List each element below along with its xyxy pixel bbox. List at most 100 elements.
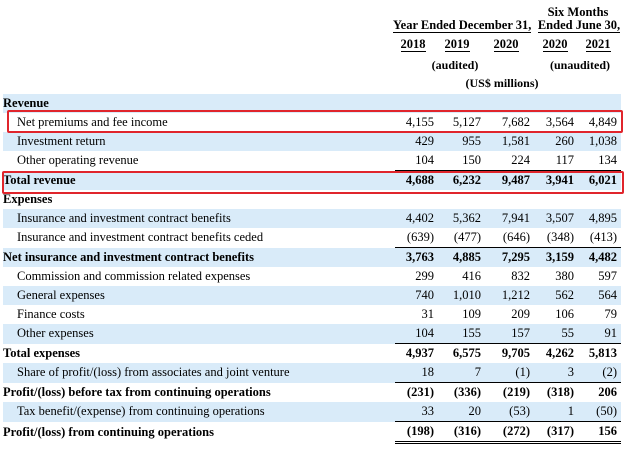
cell: 380 — [533, 267, 577, 286]
cell: (53) — [484, 402, 533, 422]
row-label: Other expenses — [3, 324, 395, 344]
row-label: Total revenue — [3, 170, 395, 190]
cell: (336) — [437, 382, 484, 402]
cell: 597 — [577, 267, 621, 286]
cell: 562 — [533, 286, 577, 305]
row-label: Expenses — [3, 190, 395, 209]
cell: 9,705 — [484, 343, 533, 363]
cell: 4,885 — [437, 247, 484, 267]
row-other-expenses: Other expenses 104 155 157 55 91 — [3, 324, 621, 344]
row-insurance-benefits: Insurance and investment contract benefi… — [3, 209, 621, 228]
cell: 4,262 — [533, 343, 577, 363]
cell: 117 — [533, 151, 577, 171]
row-label: Profit/(loss) from continuing operations — [3, 421, 395, 443]
year-header-2019: 2019 — [444, 37, 470, 52]
row-revenue-heading: Revenue — [3, 94, 621, 113]
row-total-revenue: Total revenue 4,688 6,232 9,487 3,941 6,… — [3, 170, 621, 190]
cell: 3,763 — [395, 247, 437, 267]
income-statement-table: Revenue Net premiums and fee income 4,15… — [3, 94, 621, 444]
row-share-of-profit: Share of profit/(loss) from associates a… — [3, 363, 621, 383]
cell: 1,038 — [577, 132, 621, 151]
year-header-2020-h1: 2020 — [542, 37, 568, 52]
cell: (231) — [395, 382, 437, 402]
cell: 150 — [437, 151, 484, 171]
cell: (639) — [395, 228, 437, 248]
row-insurance-benefits-ceded: Insurance and investment contract benefi… — [3, 228, 621, 248]
cell: 6,021 — [577, 170, 621, 190]
cell: 740 — [395, 286, 437, 305]
cell: 18 — [395, 363, 437, 383]
cell: (413) — [577, 228, 621, 248]
cell: (318) — [533, 382, 577, 402]
cell: 134 — [577, 151, 621, 171]
cell: 6,575 — [437, 343, 484, 363]
cell: 429 — [395, 132, 437, 151]
row-label: Total expenses — [3, 343, 395, 363]
cell: (348) — [533, 228, 577, 248]
row-label: Net insurance and investment contract be… — [3, 247, 395, 267]
row-total-expenses: Total expenses 4,937 6,575 9,705 4,262 5… — [3, 343, 621, 363]
cell: 31 — [395, 305, 437, 324]
row-general-expenses: General expenses 740 1,010 1,212 562 564 — [3, 286, 621, 305]
cell: 9,487 — [484, 170, 533, 190]
cell: 955 — [437, 132, 484, 151]
cell: 1,581 — [484, 132, 533, 151]
cell: 4,937 — [395, 343, 437, 363]
row-label: Tax benefit/(expense) from continuing op… — [3, 402, 395, 422]
cell: 157 — [484, 324, 533, 344]
cell: 4,688 — [395, 170, 437, 190]
cell: 7 — [437, 363, 484, 383]
cell: 156 — [577, 421, 621, 444]
cell: 91 — [577, 324, 621, 344]
cell: (272) — [484, 421, 533, 444]
row-label: Revenue — [3, 94, 395, 113]
row-net-premiums: Net premiums and fee income 4,155 5,127 … — [3, 113, 621, 132]
cell: 299 — [395, 267, 437, 286]
cell: 1,212 — [484, 286, 533, 305]
six-months-header-line1: Six Months — [547, 5, 609, 19]
cell: 832 — [484, 267, 533, 286]
row-profit-before-tax: Profit/(loss) before tax from continuing… — [3, 382, 621, 402]
cell: 3 — [533, 363, 577, 383]
cell: 3,564 — [533, 113, 577, 132]
cell: 155 — [437, 324, 484, 344]
row-label: Insurance and investment contract benefi… — [3, 228, 395, 248]
row-label: Investment return — [3, 132, 395, 151]
row-other-operating-revenue: Other operating revenue 104 150 224 117 … — [3, 151, 621, 171]
year-header-2020: 2020 — [493, 37, 519, 52]
cell: (50) — [577, 402, 621, 422]
cell: 4,155 — [395, 113, 437, 132]
cell: 224 — [484, 151, 533, 171]
cell: (198) — [395, 421, 437, 444]
row-profit-continuing-ops: Profit/(loss) from continuing operations… — [3, 421, 621, 444]
row-commission-expenses: Commission and commission related expens… — [3, 267, 621, 286]
cell: 209 — [484, 305, 533, 324]
cell: 106 — [533, 305, 577, 324]
cell: (2) — [577, 363, 621, 383]
cell: 104 — [395, 324, 437, 344]
cell: 33 — [395, 402, 437, 422]
cell: 104 — [395, 151, 437, 171]
cell: (1) — [484, 363, 533, 383]
unaudited-label: (unaudited) — [549, 58, 611, 72]
cell: 416 — [437, 267, 484, 286]
cell: 4,895 — [577, 209, 621, 228]
row-finance-costs: Finance costs 31 109 209 106 79 — [3, 305, 621, 324]
cell: 4,402 — [395, 209, 437, 228]
cell: 1 — [533, 402, 577, 422]
cell: 20 — [437, 402, 484, 422]
cell: (219) — [484, 382, 533, 402]
cell: (477) — [437, 228, 484, 248]
cell: 7,682 — [484, 113, 533, 132]
cell: 1,010 — [437, 286, 484, 305]
cell: 5,127 — [437, 113, 484, 132]
cell: (317) — [533, 421, 577, 444]
row-label: Commission and commission related expens… — [3, 267, 395, 286]
row-label: Insurance and investment contract benefi… — [3, 209, 395, 228]
cell: 3,507 — [533, 209, 577, 228]
cell: 260 — [533, 132, 577, 151]
cell: 6,232 — [437, 170, 484, 190]
cell: 3,159 — [533, 247, 577, 267]
audited-label: (audited) — [431, 58, 479, 72]
cell: 3,941 — [533, 170, 577, 190]
